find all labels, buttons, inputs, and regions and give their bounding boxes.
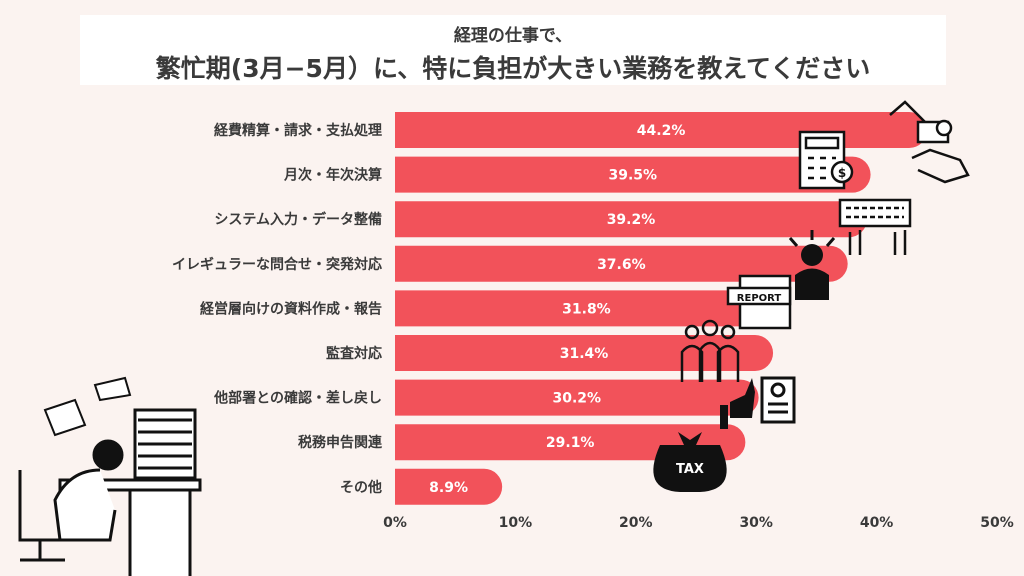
- x-tick-label: 10%: [499, 515, 533, 531]
- category-label: 税務申告関連: [298, 434, 383, 451]
- bar: [395, 156, 871, 193]
- decorations: TAX REPORT: [18, 100, 970, 576]
- category-label: その他: [340, 479, 382, 496]
- chart-title-line2: 繁忙期(3月−5月）に、特に負担が大きい業務を教えてください: [155, 54, 871, 83]
- overworked-office-worker-illustration: [18, 376, 202, 576]
- team-icon: [680, 319, 740, 382]
- value-label: 31.8%: [562, 301, 611, 317]
- x-tick-label: 50%: [980, 515, 1014, 531]
- category-label: 経費精算・請求・支払処理: [214, 122, 382, 139]
- chart-title-line1: 経理の仕事で、: [453, 26, 573, 46]
- category-label: 監査対応: [326, 345, 382, 362]
- document-reject-icon: [760, 376, 796, 424]
- value-label: 39.2%: [607, 212, 656, 228]
- bar: [395, 335, 774, 371]
- svg-text:$: $: [838, 166, 846, 180]
- value-label: 44.2%: [637, 123, 686, 139]
- keyboard-hands-icon: [838, 198, 912, 255]
- bar: [395, 201, 867, 238]
- title-box: 経理の仕事で、 繁忙期(3月−5月）に、特に負担が大きい業務を教えてください: [80, 15, 946, 85]
- x-tick-label: 20%: [619, 515, 653, 531]
- bar: [395, 245, 848, 282]
- category-label: システム入力・データ整備: [214, 211, 382, 228]
- bar: [395, 290, 778, 327]
- calculator-invoice-icon: $: [798, 130, 854, 190]
- category-label: 月次・年次決算: [283, 167, 382, 184]
- hand-money-icon: [889, 100, 970, 184]
- x-tick-label: 0%: [383, 515, 407, 531]
- value-label: 29.1%: [546, 435, 595, 451]
- value-label: 31.4%: [560, 346, 609, 362]
- x-tick-label: 40%: [860, 515, 894, 531]
- category-label: 他部署との確認・差し戻し: [213, 390, 382, 407]
- value-label: 39.5%: [609, 168, 658, 184]
- report-icon: REPORT: [726, 274, 792, 330]
- svg-text:REPORT: REPORT: [737, 293, 782, 304]
- category-label: 経営層向けの資料作成・報告: [200, 300, 382, 317]
- stressed-person-icon: [788, 230, 836, 300]
- value-label: 30.2%: [553, 391, 602, 407]
- thumbs-down-icon: [720, 378, 755, 429]
- bar: [395, 468, 503, 505]
- svg-text:TAX: TAX: [676, 462, 704, 477]
- value-label: 37.6%: [597, 257, 646, 273]
- tax-bag-icon: TAX: [653, 432, 727, 492]
- category-label: イレギュラーな問合せ・突発対応: [172, 256, 382, 273]
- bar: [395, 112, 928, 148]
- bar: [395, 379, 759, 416]
- value-label: 8.9%: [429, 480, 468, 496]
- x-tick-label: 30%: [739, 515, 773, 531]
